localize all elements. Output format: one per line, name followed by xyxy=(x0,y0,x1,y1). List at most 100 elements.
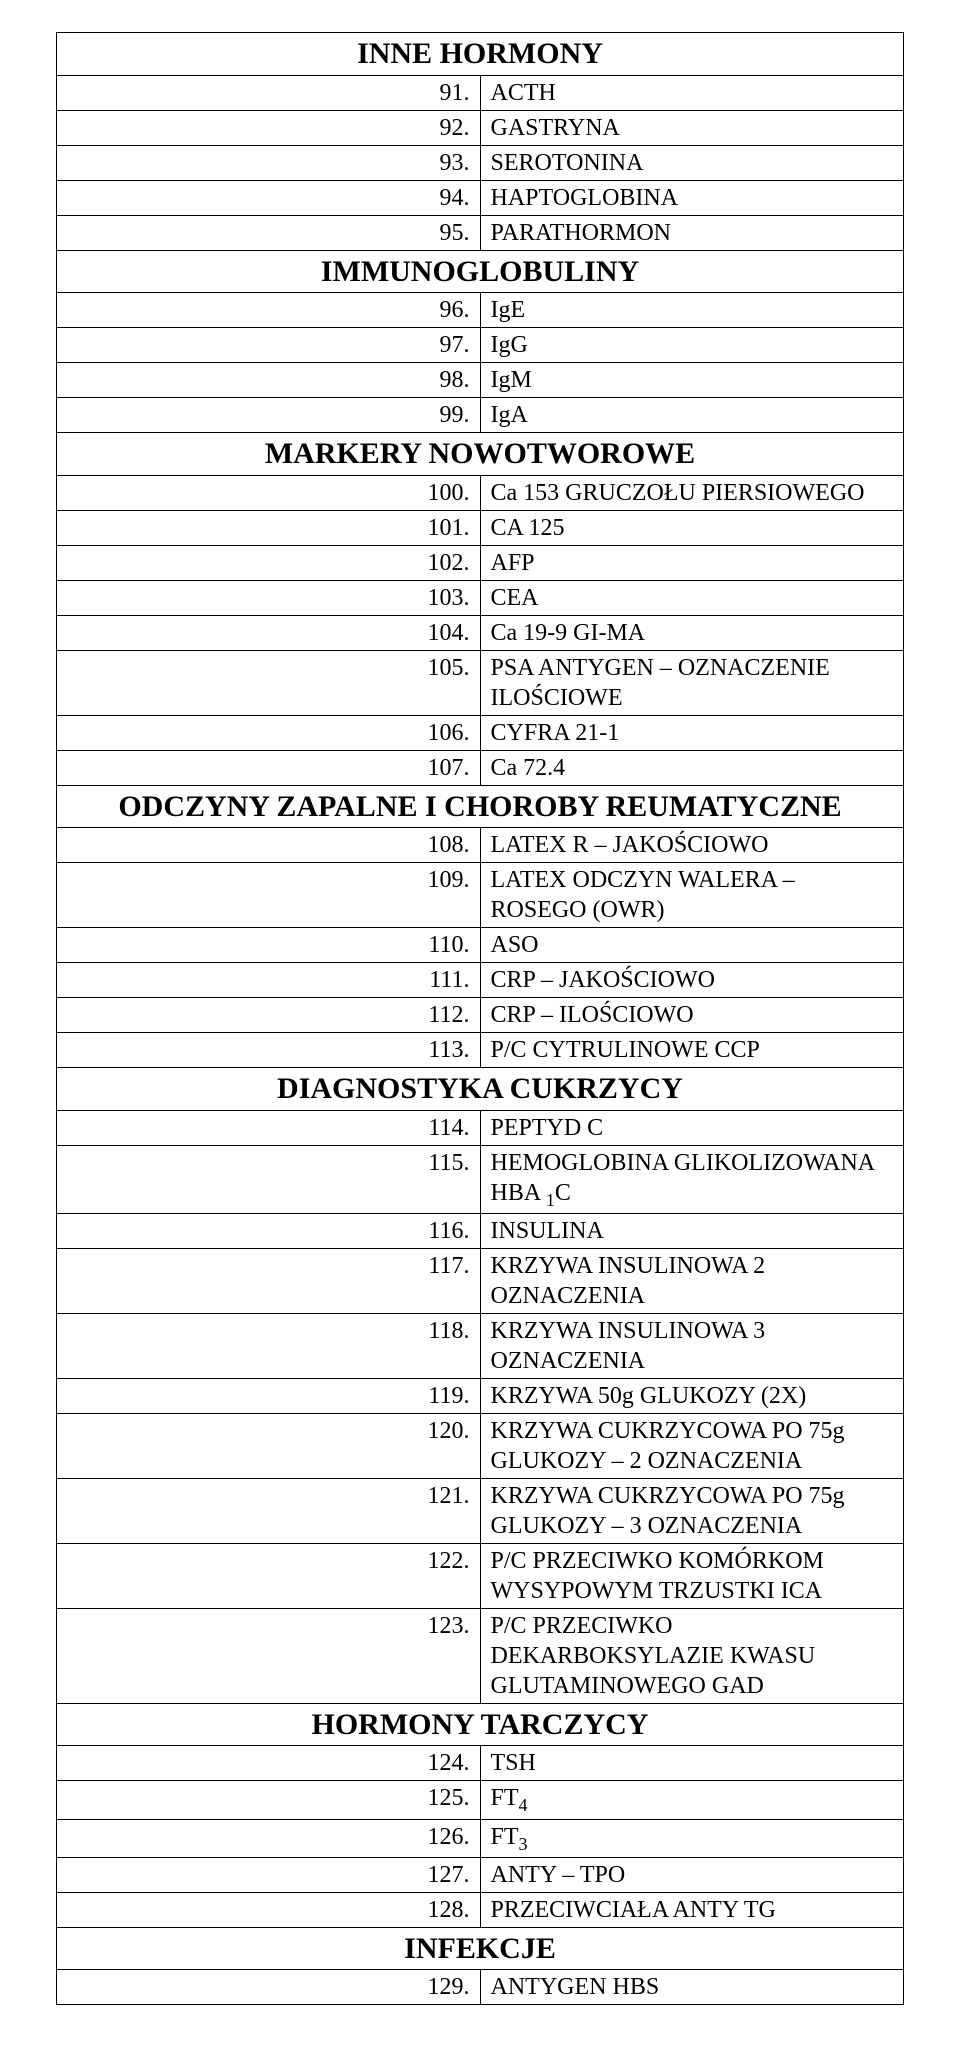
table-row: 98.IgM xyxy=(57,363,904,398)
row-number: 92. xyxy=(57,110,481,145)
row-number: 125. xyxy=(57,1781,481,1819)
row-name: Ca 19-9 GI-MA xyxy=(480,615,904,650)
lab-tests-table: INNE HORMONY91.ACTH92.GASTRYNA93.SEROTON… xyxy=(56,32,904,2005)
row-name: CEA xyxy=(480,580,904,615)
row-name: P/C PRZECIWKO DEKARBOKSYLAZIE KWASU GLUT… xyxy=(480,1608,904,1703)
row-name: LATEX R – JAKOŚCIOWO xyxy=(480,828,904,863)
section-title: INNE HORMONY xyxy=(57,33,904,76)
table-row: 117.KRZYWA INSULINOWA 2 OZNACZENIA xyxy=(57,1248,904,1313)
row-name: TSH xyxy=(480,1746,904,1781)
table-row: 125.FT4 xyxy=(57,1781,904,1819)
table-row: 129.ANTYGEN HBS xyxy=(57,1970,904,2005)
table-row: 107.Ca 72.4 xyxy=(57,750,904,785)
table-row: 127.ANTY – TPO xyxy=(57,1857,904,1892)
table-row: 114.PEPTYD C xyxy=(57,1110,904,1145)
row-name: ACTH xyxy=(480,75,904,110)
row-number: 126. xyxy=(57,1819,481,1857)
row-number: 93. xyxy=(57,145,481,180)
row-name: IgM xyxy=(480,363,904,398)
row-number: 119. xyxy=(57,1378,481,1413)
table-row: 104.Ca 19-9 GI-MA xyxy=(57,615,904,650)
row-number: 116. xyxy=(57,1213,481,1248)
row-name: AFP xyxy=(480,545,904,580)
row-number: 108. xyxy=(57,828,481,863)
table-row: 112.CRP – ILOŚCIOWO xyxy=(57,998,904,1033)
row-number: 124. xyxy=(57,1746,481,1781)
row-name: INSULINA xyxy=(480,1213,904,1248)
table-row: 95.PARATHORMON xyxy=(57,215,904,250)
section-header: IMMUNOGLOBULINY xyxy=(57,250,904,293)
table-row: 102.AFP xyxy=(57,545,904,580)
row-number: 91. xyxy=(57,75,481,110)
row-number: 106. xyxy=(57,715,481,750)
table-row: 119.KRZYWA 50g GLUKOZY (2X) xyxy=(57,1378,904,1413)
table-row: 111.CRP – JAKOŚCIOWO xyxy=(57,963,904,998)
row-number: 99. xyxy=(57,398,481,433)
section-header: DIAGNOSTYKA CUKRZYCY xyxy=(57,1068,904,1111)
row-number: 100. xyxy=(57,475,481,510)
section-title: DIAGNOSTYKA CUKRZYCY xyxy=(57,1068,904,1111)
table-row: 100.Ca 153 GRUCZOŁU PIERSIOWEGO xyxy=(57,475,904,510)
row-number: 109. xyxy=(57,863,481,928)
table-row: 122.P/C PRZECIWKO KOMÓRKOM WYSYPOWYM TRZ… xyxy=(57,1543,904,1608)
row-name: CA 125 xyxy=(480,510,904,545)
row-name: PSA ANTYGEN – OZNACZENIE ILOŚCIOWE xyxy=(480,650,904,715)
row-name: KRZYWA CUKRZYCOWA PO 75g GLUKOZY – 2 OZN… xyxy=(480,1413,904,1478)
row-name: ASO xyxy=(480,928,904,963)
row-number: 123. xyxy=(57,1608,481,1703)
table-row: 94.HAPTOGLOBINA xyxy=(57,180,904,215)
row-number: 121. xyxy=(57,1478,481,1543)
table-row: 92.GASTRYNA xyxy=(57,110,904,145)
row-number: 128. xyxy=(57,1892,481,1927)
row-number: 105. xyxy=(57,650,481,715)
table-row: 108.LATEX R – JAKOŚCIOWO xyxy=(57,828,904,863)
section-header: MARKERY NOWOTWOROWE xyxy=(57,433,904,476)
row-name: P/C CYTRULINOWE CCP xyxy=(480,1033,904,1068)
table-row: 109.LATEX ODCZYN WALERA – ROSEGO (OWR) xyxy=(57,863,904,928)
table-row: 93.SEROTONINA xyxy=(57,145,904,180)
table-row: 99.IgA xyxy=(57,398,904,433)
row-name: HAPTOGLOBINA xyxy=(480,180,904,215)
table-row: 105.PSA ANTYGEN – OZNACZENIE ILOŚCIOWE xyxy=(57,650,904,715)
row-name: PEPTYD C xyxy=(480,1110,904,1145)
page: INNE HORMONY91.ACTH92.GASTRYNA93.SEROTON… xyxy=(0,0,960,2065)
row-name: PARATHORMON xyxy=(480,215,904,250)
row-name: GASTRYNA xyxy=(480,110,904,145)
row-number: 98. xyxy=(57,363,481,398)
table-row: 96.IgE xyxy=(57,293,904,328)
row-number: 94. xyxy=(57,180,481,215)
row-name: ANTY – TPO xyxy=(480,1857,904,1892)
row-number: 101. xyxy=(57,510,481,545)
table-row: 124.TSH xyxy=(57,1746,904,1781)
row-number: 110. xyxy=(57,928,481,963)
row-number: 120. xyxy=(57,1413,481,1478)
section-title: INFEKCJE xyxy=(57,1927,904,1970)
table-row: 106.CYFRA 21-1 xyxy=(57,715,904,750)
row-name: Ca 153 GRUCZOŁU PIERSIOWEGO xyxy=(480,475,904,510)
table-row: 121.KRZYWA CUKRZYCOWA PO 75g GLUKOZY – 3… xyxy=(57,1478,904,1543)
row-name: FT3 xyxy=(480,1819,904,1857)
row-number: 103. xyxy=(57,580,481,615)
table-row: 115.HEMOGLOBINA GLIKOLIZOWANA HBA 1C xyxy=(57,1145,904,1213)
table-row: 123.P/C PRZECIWKO DEKARBOKSYLAZIE KWASU … xyxy=(57,1608,904,1703)
row-name: LATEX ODCZYN WALERA – ROSEGO (OWR) xyxy=(480,863,904,928)
table-row: 103.CEA xyxy=(57,580,904,615)
row-name: IgE xyxy=(480,293,904,328)
table-row: 118.KRZYWA INSULINOWA 3 OZNACZENIA xyxy=(57,1313,904,1378)
section-header: ODCZYNY ZAPALNE I CHOROBY REUMATYCZNE xyxy=(57,785,904,828)
row-number: 114. xyxy=(57,1110,481,1145)
section-header: INFEKCJE xyxy=(57,1927,904,1970)
row-name: IgA xyxy=(480,398,904,433)
row-name: CRP – JAKOŚCIOWO xyxy=(480,963,904,998)
row-name: SEROTONINA xyxy=(480,145,904,180)
section-title: HORMONY TARCZYCY xyxy=(57,1703,904,1746)
row-name: P/C PRZECIWKO KOMÓRKOM WYSYPOWYM TRZUSTK… xyxy=(480,1543,904,1608)
row-name: PRZECIWCIAŁA ANTY TG xyxy=(480,1892,904,1927)
row-name: KRZYWA INSULINOWA 3 OZNACZENIA xyxy=(480,1313,904,1378)
row-name: CRP – ILOŚCIOWO xyxy=(480,998,904,1033)
table-row: 110.ASO xyxy=(57,928,904,963)
row-number: 102. xyxy=(57,545,481,580)
row-number: 107. xyxy=(57,750,481,785)
row-name: KRZYWA 50g GLUKOZY (2X) xyxy=(480,1378,904,1413)
row-name: ANTYGEN HBS xyxy=(480,1970,904,2005)
